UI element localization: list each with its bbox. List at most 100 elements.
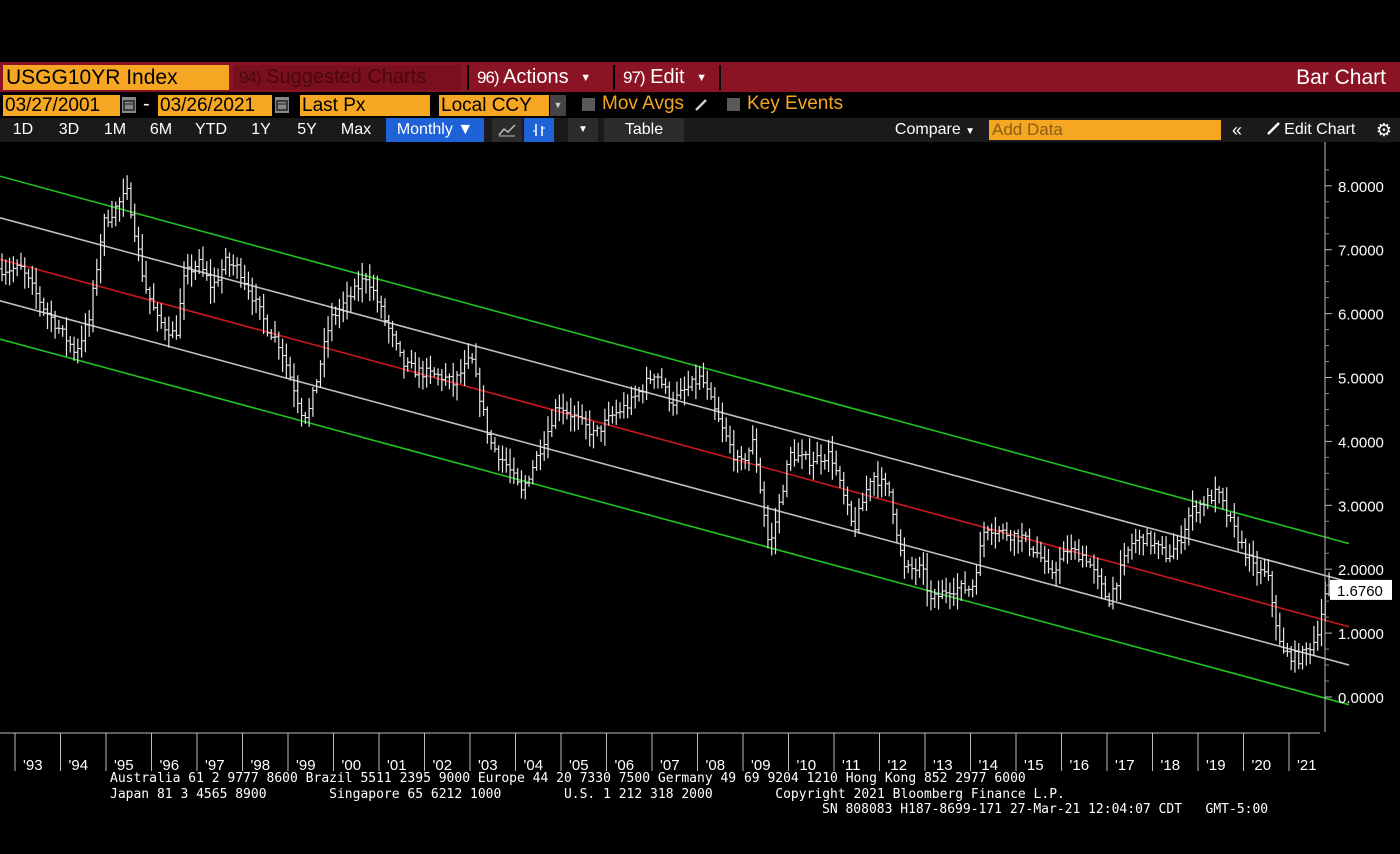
x-tick-label: '11 bbox=[842, 757, 860, 774]
chevron-down-icon[interactable]: ▼ bbox=[550, 95, 566, 116]
date-separator: - bbox=[143, 93, 150, 115]
y-axis: 0.0000 1.0000 2.0000 3.0000 4.0000 5.0000 6.00… bbox=[1324, 142, 1392, 732]
calendar-icon[interactable] bbox=[275, 97, 289, 113]
x-tick-label: '16 bbox=[1070, 757, 1090, 774]
period-1d-button[interactable]: 1D bbox=[12, 121, 34, 138]
key-events-checkbox[interactable] bbox=[727, 98, 740, 111]
x-tick-label: '05 bbox=[569, 757, 589, 774]
x-tick-label: '10 bbox=[797, 757, 817, 774]
x-tick-label: '15 bbox=[1024, 757, 1044, 774]
chevron-down-icon: ▼ bbox=[580, 72, 592, 84]
key-events-label[interactable]: Key Events bbox=[747, 93, 844, 114]
period-5y-button[interactable]: 5Y bbox=[297, 121, 317, 138]
x-tick-label: '03 bbox=[478, 757, 498, 774]
x-tick-label: '93 bbox=[23, 757, 43, 774]
last-value-badge bbox=[1330, 579, 1392, 600]
y-tick-label: 2.0000 bbox=[1338, 562, 1384, 579]
compare-dropdown[interactable]: Compare ▼ bbox=[885, 118, 985, 142]
edit-label: Edit bbox=[650, 66, 685, 88]
period-6m-button[interactable]: 6M bbox=[149, 121, 173, 138]
frequency-dropdown[interactable]: Monthly ▼ bbox=[386, 118, 484, 142]
x-tick-label: '14 bbox=[979, 757, 999, 774]
actions-label: Actions bbox=[503, 66, 569, 88]
pencil-icon bbox=[1266, 122, 1280, 135]
edit-menu[interactable]: 97) Edit ▼ bbox=[613, 65, 721, 90]
gear-icon[interactable]: ⚙ bbox=[1375, 120, 1393, 140]
mov-avgs-checkbox[interactable] bbox=[582, 98, 595, 111]
period-ytd-button[interactable]: YTD bbox=[195, 121, 227, 138]
x-tick-label: '13 bbox=[933, 757, 953, 774]
upper-inner-band-line bbox=[0, 216, 1350, 583]
y-tick-label: 4.0000 bbox=[1338, 434, 1384, 451]
x-tick-label: '95 bbox=[114, 757, 134, 774]
chevron-down-icon: ▼ bbox=[457, 121, 474, 138]
last-value-label: 1.6760 bbox=[1337, 583, 1383, 600]
chevron-down-icon: ▼ bbox=[965, 126, 976, 137]
calendar-icon-glyph bbox=[276, 100, 288, 111]
suggested-charts-button[interactable]: 94) Suggested Charts bbox=[233, 65, 461, 90]
x-tick-label: '20 bbox=[1252, 757, 1272, 774]
currency-select[interactable]: Local CCY bbox=[439, 95, 549, 116]
x-tick-label: '09 bbox=[751, 757, 771, 774]
x-tick-label: '01 bbox=[387, 757, 407, 774]
x-axis: '93 '94 '95 '96 '97 '98 '99 '00 '01 '02 '03 '04 '05 '… bbox=[0, 732, 1320, 774]
edit-number: 97) bbox=[623, 68, 646, 87]
edit-chart-button[interactable]: Edit Chart bbox=[1253, 118, 1369, 142]
y-tick-label: 0.0000 bbox=[1338, 690, 1384, 707]
y-tick-label: 3.0000 bbox=[1338, 498, 1384, 515]
compare-label: Compare bbox=[894, 121, 961, 138]
lower-inner-band-line bbox=[0, 300, 1350, 666]
x-tick-label: '00 bbox=[342, 757, 362, 774]
period-1y-button[interactable]: 1Y bbox=[251, 121, 271, 138]
y-tick-label: 1.0000 bbox=[1338, 626, 1384, 643]
x-tick-label: '06 bbox=[615, 757, 635, 774]
pencil-icon[interactable] bbox=[694, 98, 708, 112]
calendar-icon-glyph bbox=[123, 100, 135, 111]
mov-avgs-label[interactable]: Mov Avgs bbox=[602, 93, 685, 114]
x-tick-label: '12 bbox=[888, 757, 908, 774]
line-chart-icon[interactable] bbox=[492, 118, 522, 142]
add-data-input[interactable]: Add Data bbox=[989, 120, 1221, 140]
suggested-charts-label: Suggested Charts bbox=[266, 66, 427, 88]
price-bars bbox=[0, 175, 1336, 673]
collapse-icon[interactable]: « bbox=[1231, 120, 1242, 140]
x-tick-label: '17 bbox=[1115, 757, 1135, 774]
table-button[interactable]: Table bbox=[604, 118, 684, 142]
x-tick-label: '18 bbox=[1161, 757, 1181, 774]
regression-line bbox=[0, 258, 1350, 628]
edit-chart-label: Edit Chart bbox=[1284, 121, 1356, 138]
x-tick-label: '98 bbox=[251, 757, 271, 774]
footer-contacts-line2: Japan 81 3 4565 8900 Singapore 65 6212 1… bbox=[110, 787, 1065, 802]
x-tick-label: '02 bbox=[433, 757, 453, 774]
x-tick-label: '19 bbox=[1206, 757, 1226, 774]
actions-menu[interactable]: 96) Actions ▼ bbox=[467, 65, 611, 90]
security-ticker-field[interactable]: USGG10YR Index bbox=[3, 65, 229, 90]
period-3d-button[interactable]: 3D bbox=[58, 121, 80, 138]
frequency-label: Monthly bbox=[396, 121, 453, 138]
calendar-icon[interactable] bbox=[122, 97, 136, 113]
chevron-down-icon: ▼ bbox=[578, 124, 588, 135]
bar-chart-icon[interactable] bbox=[524, 118, 554, 142]
price-field-select[interactable]: Last Px bbox=[300, 95, 430, 116]
price-chart[interactable]: 0.0000 1.0000 2.0000 3.0000 4.0000 5.0000 6.00… bbox=[0, 142, 1400, 782]
period-1m-button[interactable]: 1M bbox=[103, 121, 127, 138]
suggested-charts-number: 94) bbox=[239, 68, 262, 87]
period-max-button[interactable]: Max bbox=[340, 121, 372, 138]
y-tick-label: 7.0000 bbox=[1338, 243, 1384, 260]
y-tick-label: 5.0000 bbox=[1338, 371, 1384, 388]
x-tick-label: '04 bbox=[524, 757, 544, 774]
chevron-down-icon: ▼ bbox=[696, 72, 708, 84]
footer-contacts-line1: Australia 61 2 9777 8600 Brazil 5511 239… bbox=[110, 771, 1026, 786]
x-tick-label: '99 bbox=[296, 757, 316, 774]
lower-outer-channel-line bbox=[0, 338, 1350, 706]
footer-serial-line: SN 808083 H187-8699-171 27-Mar-21 12:04:… bbox=[822, 802, 1269, 817]
x-tick-label: '97 bbox=[205, 757, 225, 774]
y-tick-label: 6.0000 bbox=[1338, 307, 1384, 324]
chart-type-dropdown[interactable]: ▼ bbox=[568, 118, 598, 142]
actions-number: 96) bbox=[477, 68, 500, 87]
bar-chart-glyph bbox=[533, 124, 545, 136]
end-date-input[interactable]: 03/26/2021 bbox=[158, 95, 272, 116]
start-date-input[interactable]: 03/27/2001 bbox=[3, 95, 120, 116]
x-tick-label: '08 bbox=[706, 757, 726, 774]
x-tick-label: '07 bbox=[660, 757, 680, 774]
